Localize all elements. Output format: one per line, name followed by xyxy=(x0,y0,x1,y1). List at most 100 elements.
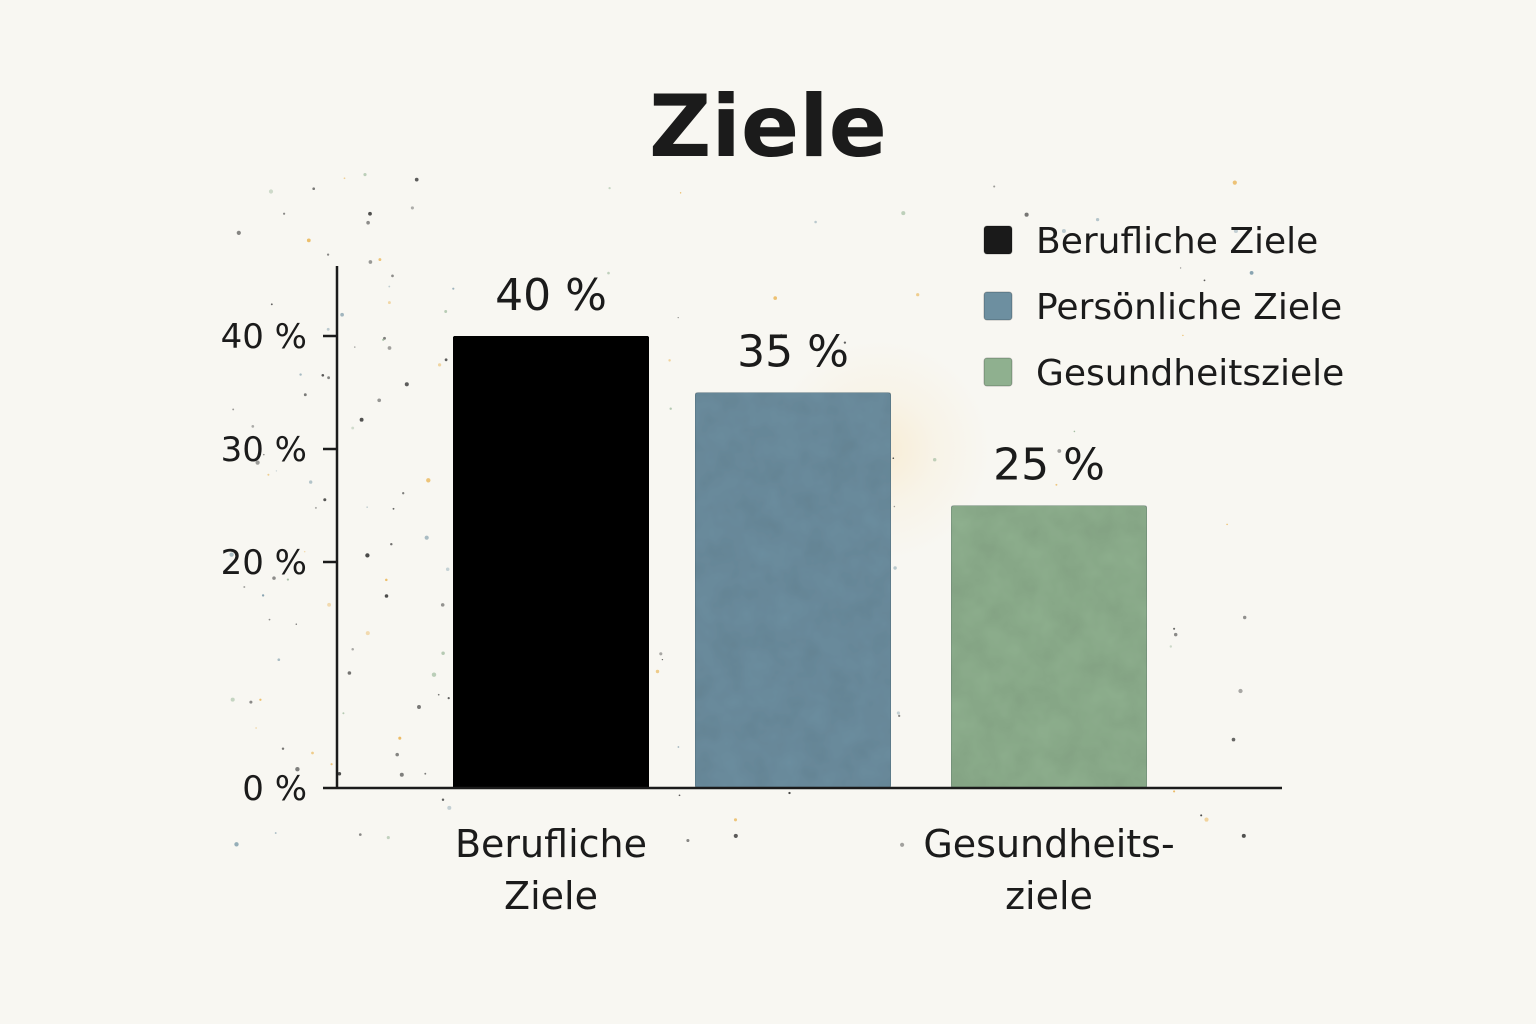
speckle-dot xyxy=(1238,688,1243,694)
legend-swatch xyxy=(983,291,1013,321)
speckle-dot xyxy=(1249,271,1254,275)
bar-value-label: 40 % xyxy=(495,270,607,321)
speckle-dot xyxy=(340,312,344,317)
speckle-dot xyxy=(358,833,362,836)
speckle-dot xyxy=(437,693,440,696)
speckle-dot xyxy=(1179,267,1182,269)
speckle-dot xyxy=(330,763,333,766)
speckle-dot xyxy=(410,206,414,210)
speckle-dot xyxy=(1231,737,1236,742)
speckle-dot xyxy=(900,842,905,847)
speckle-dot xyxy=(1232,180,1237,185)
speckle-dot xyxy=(1173,790,1176,793)
speckle-dot xyxy=(788,791,791,795)
speckle-dot xyxy=(1173,627,1176,630)
speckle-dot xyxy=(385,578,388,582)
speckle-dot xyxy=(295,767,300,772)
speckle-dot xyxy=(1169,645,1172,648)
speckle-dot xyxy=(283,212,286,215)
speckle-dot xyxy=(1226,523,1228,526)
speckle-dot xyxy=(441,798,445,802)
speckle-dot xyxy=(1200,814,1203,817)
speckle-dot xyxy=(272,576,276,580)
speckle-dot xyxy=(1204,817,1209,822)
speckle-dot xyxy=(1024,212,1029,217)
speckle-dot xyxy=(386,836,390,840)
speckle-dot xyxy=(916,293,920,297)
speckle-dot xyxy=(243,586,246,588)
speckle-dot xyxy=(1061,229,1066,233)
speckle-dot xyxy=(306,238,311,243)
speckle-dot xyxy=(993,185,996,188)
bar-value-label: 35 % xyxy=(737,327,849,378)
speckle-dot xyxy=(390,542,393,546)
speckle-dot xyxy=(366,220,370,225)
y-tick-label: 0 % xyxy=(242,769,307,809)
speckle-dot xyxy=(444,358,448,362)
speckle-dot xyxy=(773,296,778,300)
speckle-dot xyxy=(388,285,391,288)
x-tick-label: ziele xyxy=(1005,874,1093,918)
speckle-dot xyxy=(678,794,681,797)
speckle-dot xyxy=(445,567,450,571)
speckle-dot xyxy=(686,838,690,843)
y-tick-label: 40 % xyxy=(221,317,307,357)
speckle-dot xyxy=(898,714,901,718)
speckle-dot xyxy=(426,478,431,483)
speckle-dot xyxy=(337,771,342,776)
speckle-dot xyxy=(677,746,680,748)
speckle-dot xyxy=(327,376,331,380)
speckle-dot xyxy=(424,772,427,775)
speckle-dot xyxy=(314,506,317,509)
value-labels: 40 % 35 % 25 % xyxy=(495,270,1105,491)
y-axis-ticks: 0 % 20 % 30 % 40 % xyxy=(221,317,337,809)
speckle-dot xyxy=(351,648,354,651)
bar xyxy=(694,392,892,789)
speckle-dot xyxy=(668,359,671,362)
speckle-dot xyxy=(447,696,450,700)
speckle-dot xyxy=(387,346,392,350)
speckle-dot xyxy=(261,594,265,597)
bar xyxy=(950,505,1148,789)
speckle-dot xyxy=(661,658,664,661)
speckle-dot xyxy=(351,426,355,430)
speckle-dot xyxy=(608,186,611,190)
speckle-dot xyxy=(259,698,262,701)
speckle-dot xyxy=(392,507,395,510)
speckle-dot xyxy=(452,287,455,290)
speckle-dot xyxy=(440,603,445,607)
speckle-dot xyxy=(1242,615,1247,620)
speckle-dot xyxy=(659,652,663,656)
speckle-dot xyxy=(424,535,429,540)
speckle-dot xyxy=(274,832,277,834)
speckle-dot xyxy=(387,301,391,305)
speckle-dot xyxy=(354,346,356,348)
y-tick-label: 20 % xyxy=(221,543,307,583)
x-tick-label: Ziele xyxy=(504,874,598,918)
speckle-dot xyxy=(321,373,325,377)
speckle-dot xyxy=(268,618,271,621)
speckle-dot xyxy=(277,658,281,662)
chart-title: Ziele xyxy=(649,77,887,177)
speckle-dot xyxy=(679,192,682,194)
x-tick-label: Gesundheits- xyxy=(923,822,1174,866)
speckle-dot xyxy=(431,672,437,677)
speckle-dot xyxy=(309,480,313,484)
speckle-dot xyxy=(275,470,278,472)
speckle-dot xyxy=(303,550,306,553)
speckle-dot xyxy=(733,833,738,838)
speckle-dot xyxy=(295,623,298,625)
bars xyxy=(452,335,1148,789)
speckle-dot xyxy=(395,752,399,757)
legend-label: Berufliche Ziele xyxy=(1036,221,1318,262)
speckle-dot xyxy=(655,669,660,674)
speckle-dot xyxy=(1241,833,1246,838)
speckle-decoration xyxy=(229,173,1254,847)
speckle-dot xyxy=(843,341,847,344)
speckle-dot xyxy=(312,187,316,191)
speckle-dot xyxy=(366,506,368,508)
speckle-dot xyxy=(677,316,679,319)
speckle-dot xyxy=(441,651,445,655)
